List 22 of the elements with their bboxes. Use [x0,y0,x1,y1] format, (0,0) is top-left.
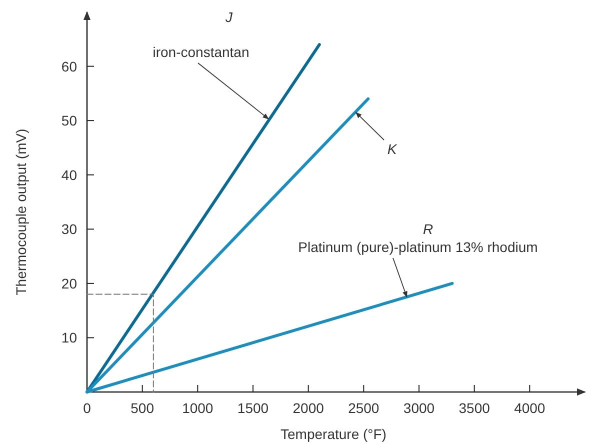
x-tick-label: 1500 [237,400,269,416]
y-tick-label: 20 [61,275,78,292]
y-axis-title: Thermocouple output (mV) [13,128,29,296]
annotation: J [224,9,234,25]
annotation: K [387,141,398,157]
x-tick-label: 1000 [182,400,214,416]
y-tick-label: 30 [61,221,78,238]
y-tick-label: 60 [61,58,78,74]
x-tick-label: 2500 [348,400,380,416]
y-tick-label: 10 [61,330,78,346]
x-tick-label: 2000 [292,400,324,416]
x-tick-label: 0 [83,400,92,416]
annotation: Platinum (pure)-platinum 13% rhodium [298,239,538,255]
annotation: R [422,221,434,237]
y-tick-label: 50 [61,112,78,129]
x-tick-label: 500 [130,400,154,416]
y-tick-label: 40 [61,166,78,183]
x-tick-label: 4000 [514,400,546,416]
x-tick-label: 3500 [458,400,490,416]
x-axis-title: Temperature (°F) [280,426,386,442]
annotation: iron-constantan [152,44,250,60]
x-tick-label: 3000 [403,400,435,416]
